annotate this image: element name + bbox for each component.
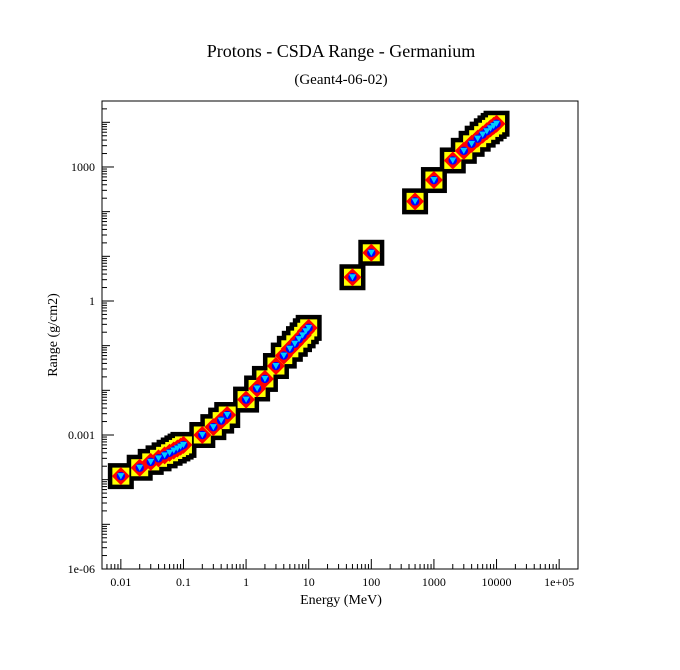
data-point-marker — [302, 328, 310, 335]
data-point-marker — [242, 396, 250, 403]
y-tick-label: 1000 — [71, 160, 95, 174]
data-point-marker — [179, 441, 187, 449]
data-point-marker — [449, 157, 457, 164]
x-tick-label: 0.1 — [176, 575, 191, 589]
chart-subtitle: (Geant4-06-02) — [294, 72, 387, 88]
plot-frame — [101, 100, 579, 570]
data-point-marker — [272, 363, 280, 370]
chart-title: Protons - CSDA Range - Germanium — [207, 41, 475, 61]
data-point-marker — [479, 131, 487, 138]
data-point-marker — [430, 177, 438, 184]
x-tick-label: 10000 — [482, 575, 512, 589]
data-point-marker — [170, 447, 178, 454]
data-point-marker — [468, 140, 476, 148]
data-point-marker — [217, 417, 225, 424]
x-tick-label: 1 — [243, 575, 249, 589]
x-axis-tick-labels: 0.01 0.1 1 10 100 1000 10000 1e+05 — [110, 575, 574, 589]
data-markers — [107, 110, 510, 490]
data-point-marker — [223, 412, 231, 419]
data-point-marker — [209, 424, 217, 431]
data-point-marker — [136, 464, 144, 471]
data-point-marker — [483, 128, 491, 135]
data-point-marker — [305, 324, 313, 332]
data-point-marker — [117, 473, 125, 480]
x-tick-label: 1e+05 — [544, 575, 574, 589]
y-axis-tick-labels: 1e-06 0.001 1 1000 — [68, 160, 95, 576]
data-point-marker — [411, 198, 419, 205]
data-point-marker — [486, 125, 494, 132]
data-point-marker — [295, 336, 303, 343]
y-axis-ticks — [102, 100, 114, 570]
data-point-marker — [155, 455, 163, 462]
data-point-marker — [299, 332, 307, 339]
data-point-marker — [460, 147, 468, 155]
y-tick-label: 1e-06 — [68, 562, 95, 576]
y-axis-label: Range (g/cm2) — [46, 293, 61, 377]
data-point-marker — [291, 340, 299, 348]
x-axis-label: Energy (MeV) — [300, 593, 382, 608]
data-point-marker — [253, 385, 261, 392]
y-tick-label: 0.001 — [68, 428, 95, 442]
x-axis-ticks — [101, 559, 579, 569]
data-point-marker — [261, 375, 269, 383]
x-tick-label: 1000 — [422, 575, 446, 589]
data-point-marker — [198, 431, 206, 439]
data-point-marker — [474, 135, 482, 142]
data-point-marker — [348, 274, 356, 281]
data-point-marker — [280, 352, 288, 359]
x-tick-label: 100 — [362, 575, 380, 589]
data-point-marker — [493, 120, 501, 127]
x-tick-label: 0.01 — [110, 575, 131, 589]
data-point-marker — [367, 249, 375, 256]
data-point-marker — [286, 345, 294, 353]
data-point-marker — [166, 449, 174, 456]
y-tick-label: 1 — [89, 294, 95, 308]
data-point-marker — [147, 458, 155, 466]
data-point-marker — [161, 452, 169, 459]
x-tick-label: 10 — [303, 575, 315, 589]
